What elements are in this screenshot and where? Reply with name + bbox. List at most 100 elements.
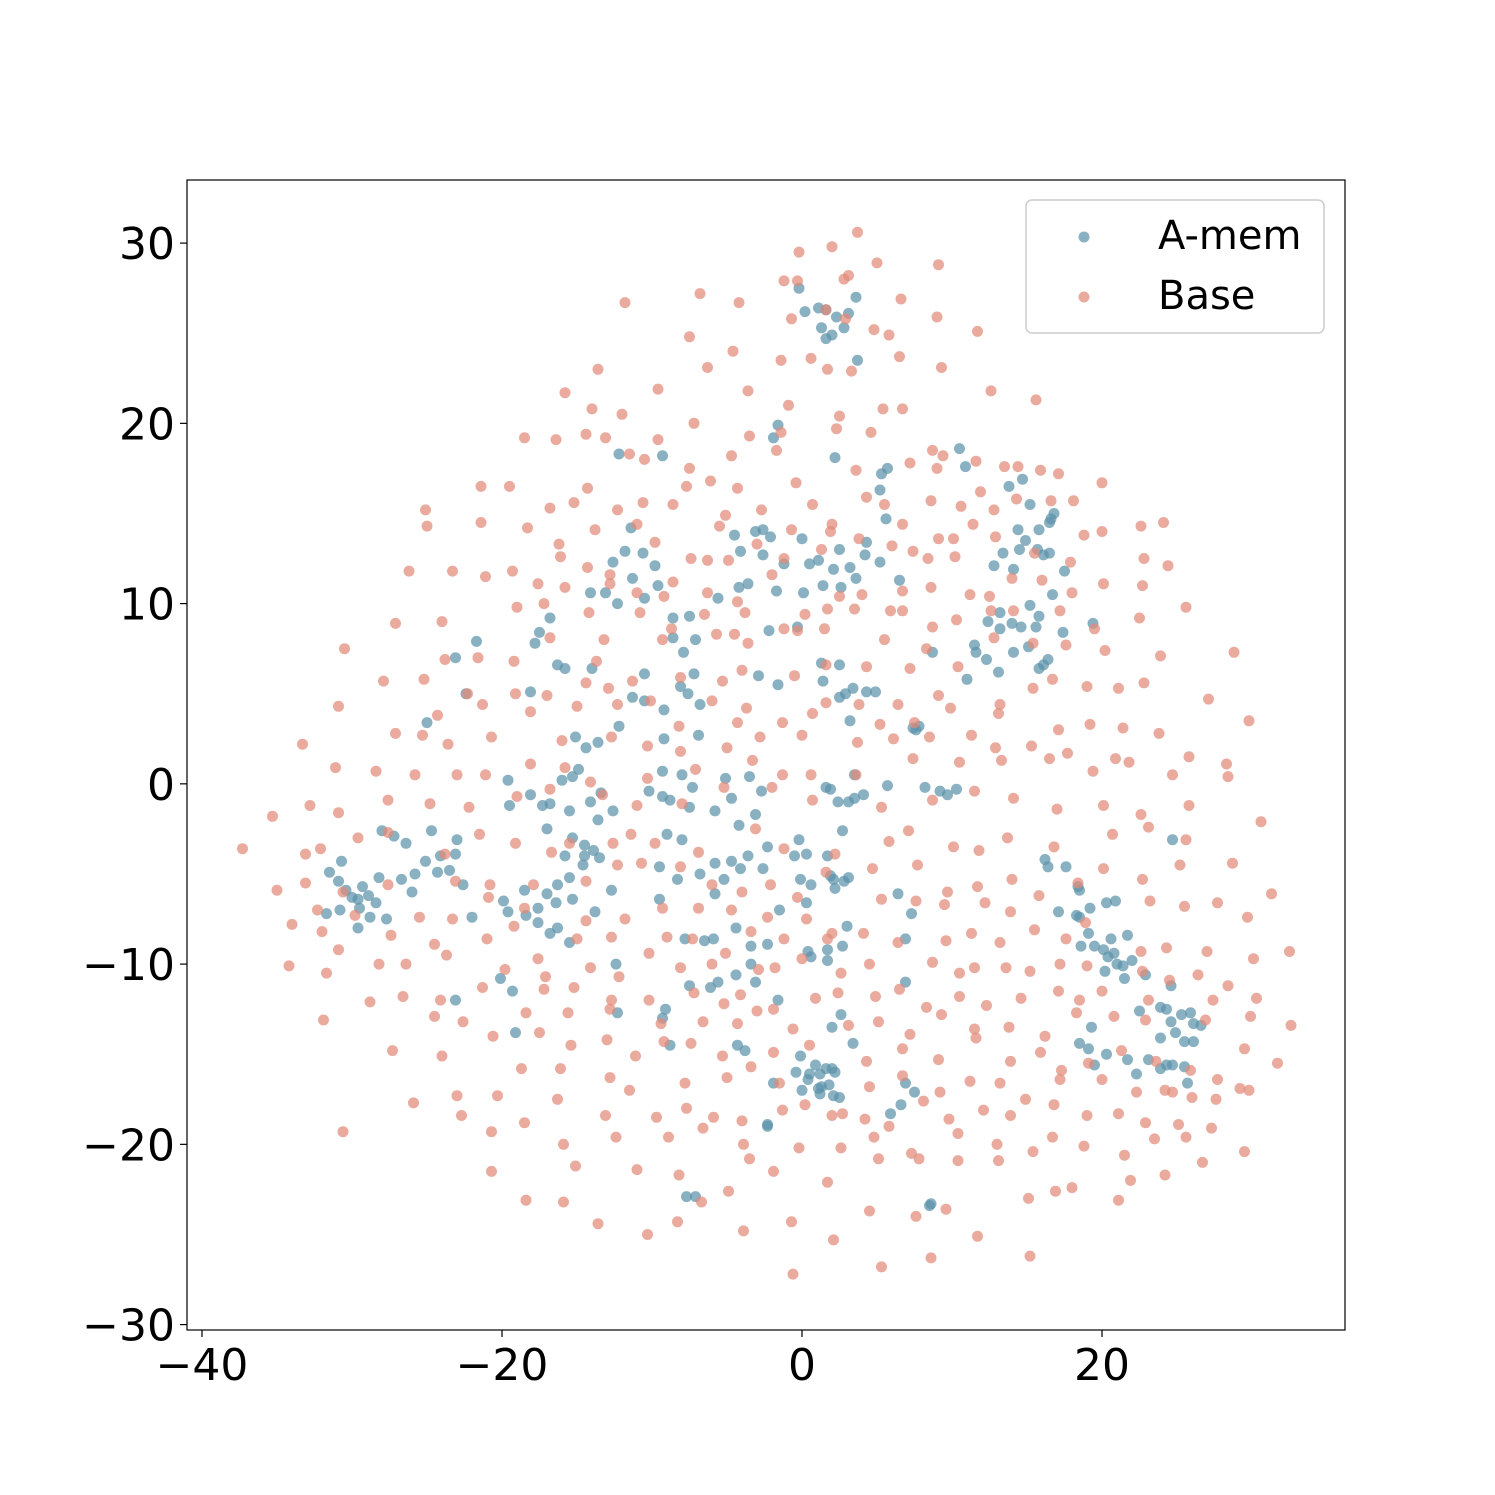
point-base (939, 899, 950, 911)
point-a-mem (672, 873, 683, 885)
point-base (697, 1016, 709, 1028)
point-base (942, 886, 953, 898)
point-a-mem (942, 789, 953, 801)
point-base (1197, 1156, 1208, 1168)
point-a-mem (796, 1084, 808, 1096)
point-base (831, 423, 842, 435)
point-a-mem (832, 796, 844, 808)
point-a-mem (1060, 861, 1072, 873)
point-base (429, 1010, 440, 1022)
point-a-mem (834, 544, 845, 555)
point-base (1087, 765, 1099, 777)
point-base (679, 1077, 691, 1089)
point-base (1054, 1074, 1066, 1085)
point-base (589, 524, 601, 536)
point-base (988, 504, 1000, 516)
point-base (787, 1023, 799, 1035)
point-base (520, 1194, 532, 1206)
point-base (1045, 495, 1057, 507)
point-base (1207, 994, 1219, 1006)
point-base (657, 634, 668, 646)
point-a-mem (906, 908, 917, 920)
point-base (846, 365, 857, 377)
point-a-mem (471, 635, 482, 647)
point-base (952, 1128, 964, 1139)
point-a-mem (363, 890, 374, 902)
point-a-mem (675, 681, 686, 692)
point-base (511, 601, 523, 613)
point-a-mem (844, 715, 856, 727)
point-a-mem (333, 875, 344, 887)
point-a-mem (1108, 947, 1120, 959)
point-a-mem (961, 673, 973, 685)
point-base (697, 1122, 709, 1134)
point-base (1123, 756, 1135, 768)
point-base (603, 682, 614, 694)
point-a-mem (1024, 499, 1036, 510)
point-base (1125, 1174, 1136, 1186)
point-base (649, 536, 661, 548)
point-base (1140, 1014, 1151, 1026)
point-base (1243, 1084, 1255, 1096)
point-base (837, 1108, 848, 1120)
point-base (933, 690, 944, 701)
point-base (544, 502, 556, 514)
point-base (447, 913, 458, 925)
point-base (706, 695, 718, 707)
point-base (1081, 681, 1093, 692)
point-a-mem (678, 646, 689, 658)
point-base (804, 1039, 815, 1051)
point-a-mem (841, 920, 853, 932)
point-a-mem (834, 1092, 845, 1103)
point-a-mem (834, 691, 845, 703)
point-a-mem (564, 805, 575, 817)
point-a-mem (870, 686, 881, 698)
point-base (663, 1131, 674, 1143)
point-a-mem (1083, 1043, 1094, 1055)
point-base (834, 590, 845, 602)
point-base (1161, 942, 1172, 954)
point-base (876, 801, 887, 813)
point-base (382, 879, 394, 891)
point-a-mem (789, 850, 800, 862)
point-base (658, 590, 670, 602)
point-base (750, 823, 761, 835)
point-a-mem (844, 562, 856, 573)
point-a-mem (541, 888, 553, 900)
point-a-mem (396, 873, 407, 885)
point-base (910, 895, 922, 907)
point-base (1050, 1185, 1061, 1197)
point-base (949, 551, 961, 563)
point-base (1186, 1092, 1198, 1103)
point-base (886, 540, 898, 552)
point-base (897, 605, 908, 617)
point-base (885, 605, 896, 617)
point-base (525, 758, 536, 770)
point-a-mem (1030, 621, 1042, 633)
point-base (667, 576, 679, 588)
point-base (856, 589, 868, 601)
point-base (477, 699, 488, 710)
point-base (921, 643, 932, 655)
point-a-mem (892, 888, 904, 900)
point-base (511, 791, 523, 802)
point-base (333, 807, 344, 819)
point-base (1065, 556, 1076, 568)
point-base (1134, 612, 1145, 624)
point-a-mem (321, 908, 332, 920)
point-base (1222, 980, 1234, 992)
point-base (751, 1005, 763, 1017)
point-a-mem (541, 823, 553, 835)
point-a-mem (336, 855, 347, 867)
point-base (1192, 969, 1204, 981)
point-a-mem (1057, 626, 1069, 638)
point-base (408, 1097, 419, 1109)
point-base (1044, 753, 1055, 765)
point-base (439, 848, 451, 860)
y-tick-label: −30 (82, 1301, 175, 1352)
point-a-mem (564, 872, 575, 884)
point-a-mem (534, 626, 545, 638)
point-base (828, 1234, 839, 1246)
point-base (1005, 1110, 1016, 1121)
point-a-mem (1105, 933, 1117, 945)
